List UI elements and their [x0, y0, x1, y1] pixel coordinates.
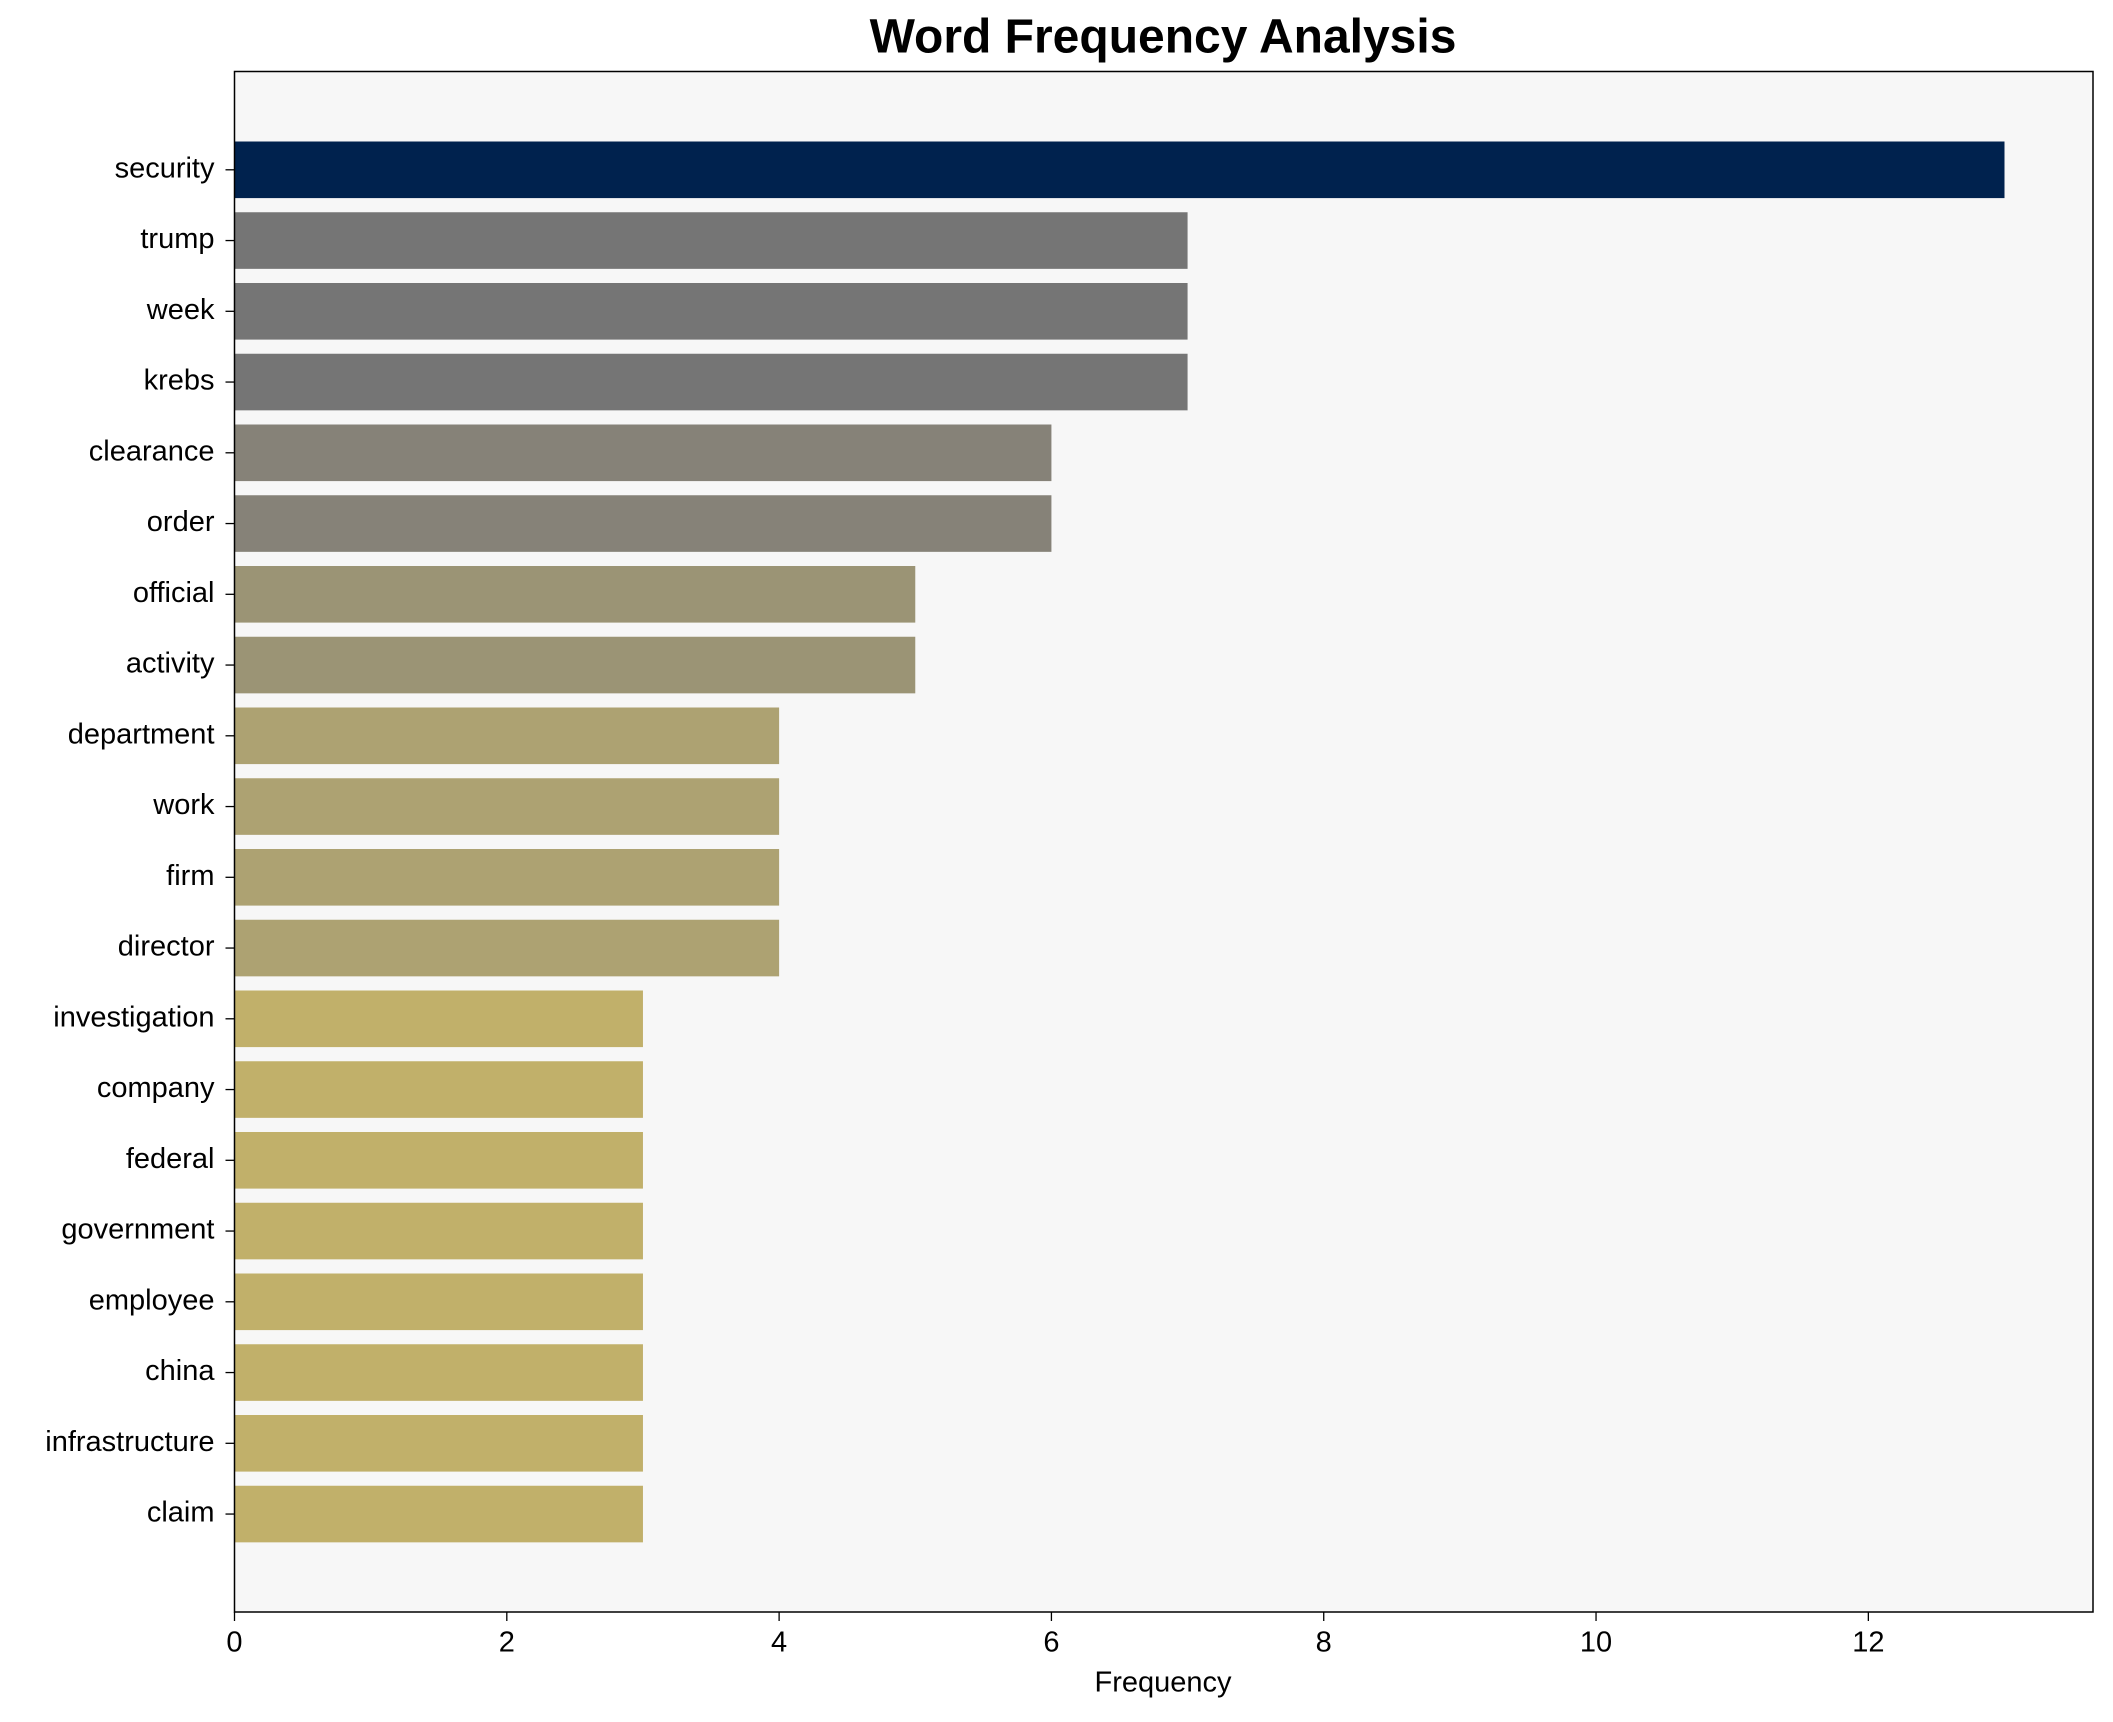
y-tick-label: infrastructure	[45, 1426, 214, 1458]
bar	[234, 1485, 643, 1543]
plot-frame	[233, 70, 2094, 1613]
bar	[234, 849, 780, 906]
bar	[234, 283, 1188, 340]
bar	[234, 707, 780, 765]
x-tick-label: 0	[226, 1627, 242, 1659]
x-tick-label: 8	[1316, 1627, 1332, 1659]
y-tick-label: clearance	[89, 435, 215, 467]
bar	[234, 212, 1188, 269]
y-tick-label: department	[68, 718, 215, 750]
y-tick-label: work	[152, 789, 215, 821]
y-tick-label: trump	[140, 223, 214, 255]
y-tick-label: china	[145, 1355, 215, 1387]
bar	[234, 1344, 643, 1401]
bar	[234, 1273, 643, 1331]
bar	[234, 566, 916, 623]
bar	[234, 636, 916, 694]
y-tick-label: firm	[166, 860, 214, 892]
y-tick-label: government	[61, 1214, 214, 1246]
y-tick-label: security	[115, 152, 215, 184]
y-tick-label: order	[147, 506, 215, 538]
x-tick-label: 2	[499, 1627, 515, 1659]
bar	[234, 1415, 643, 1472]
y-tick-label: official	[133, 577, 215, 609]
bar	[234, 495, 1052, 552]
y-tick-label: investigation	[53, 1001, 214, 1033]
bar	[234, 778, 780, 835]
bar	[234, 990, 643, 1048]
bar	[234, 1061, 643, 1118]
y-tick-label: claim	[147, 1497, 215, 1529]
bar	[234, 1202, 643, 1260]
bar	[234, 1132, 643, 1189]
bar	[234, 141, 2005, 199]
y-tick-label: federal	[126, 1143, 215, 1175]
y-tick-label: activity	[126, 648, 215, 680]
chart-title: Word Frequency Analysis	[870, 11, 1457, 64]
y-tick-label: director	[118, 931, 215, 963]
bar	[234, 919, 780, 977]
x-tick-label: 4	[771, 1627, 787, 1659]
bar	[234, 353, 1188, 411]
x-axis-label: Frequency	[1094, 1667, 1232, 1699]
x-tick-label: 6	[1043, 1627, 1059, 1659]
y-tick-label: krebs	[144, 365, 215, 397]
y-tick-label: company	[97, 1072, 215, 1104]
y-tick-label: week	[146, 294, 215, 326]
y-tick-label: employee	[89, 1284, 215, 1316]
x-tick-label: 10	[1580, 1627, 1612, 1659]
bar	[234, 424, 1052, 482]
x-tick-label: 12	[1852, 1627, 1884, 1659]
